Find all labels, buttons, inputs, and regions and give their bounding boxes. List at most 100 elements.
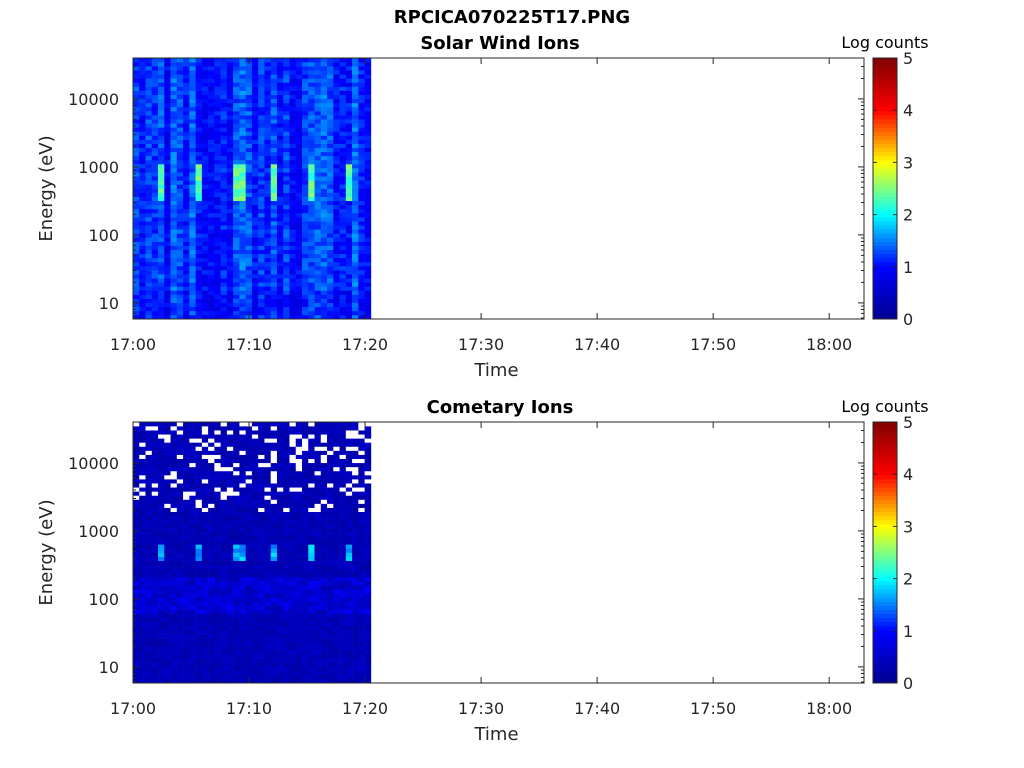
heatmap-cell: [270, 458, 278, 464]
heatmap-cell: [264, 585, 272, 590]
heatmap-cell: [339, 621, 347, 627]
heatmap-cell: [170, 605, 178, 610]
heatmap-cell: [158, 670, 165, 676]
heatmap-cell: [327, 294, 334, 299]
heatmap-cell: [358, 225, 365, 230]
heatmap-cell: [245, 442, 253, 447]
heatmap-cell: [208, 78, 215, 83]
heatmap-cell: [339, 658, 347, 663]
heatmap-cell: [220, 298, 228, 303]
heatmap-cell: [352, 147, 359, 153]
heatmap-cell: [233, 564, 240, 570]
heatmap-cell: [295, 151, 303, 157]
heatmap-cell: [308, 642, 315, 647]
heatmap-cell: [289, 662, 297, 667]
heatmap-cell: [295, 621, 303, 627]
heatmap-cell: [195, 135, 203, 140]
heatmap-cell: [195, 66, 203, 71]
heatmap-cell: [314, 217, 322, 222]
heatmap-cell: [233, 650, 240, 655]
heatmap-cell: [314, 426, 322, 431]
heatmap-cell: [214, 310, 221, 316]
heatmap-cell: [358, 286, 365, 291]
heatmap-cell: [220, 139, 228, 144]
heatmap-cell: [226, 499, 234, 504]
heatmap-cell: [327, 270, 334, 275]
heatmap-cell: [158, 609, 165, 614]
heatmap-cell: [295, 66, 303, 71]
heatmap-cell: [251, 241, 259, 246]
heatmap-cell: [151, 650, 159, 655]
heatmap-cell: [170, 613, 178, 619]
heatmap-cell: [214, 564, 221, 570]
heatmap-cell: [358, 458, 365, 464]
heatmap-cell: [158, 617, 165, 623]
heatmap-cell: [164, 511, 171, 517]
heatmap-cell: [295, 188, 303, 193]
heatmap-cell: [208, 422, 215, 427]
heatmap-cell: [258, 298, 265, 303]
heatmap-cell: [164, 86, 171, 91]
heatmap-cell: [208, 585, 215, 590]
heatmap-cell: [320, 585, 328, 590]
heatmap-cell: [233, 119, 240, 124]
heatmap-cell: [245, 479, 253, 484]
heatmap-cell: [289, 462, 297, 468]
heatmap-cell: [314, 654, 322, 659]
heatmap-cell: [264, 650, 272, 655]
heatmap-cell: [195, 204, 203, 210]
heatmap-cell: [183, 115, 190, 120]
heatmap-cell: [158, 581, 165, 586]
heatmap-cell: [345, 306, 353, 312]
heatmap-cell: [289, 483, 297, 488]
heatmap-cell: [308, 106, 315, 112]
x-tick-label: 17:00: [110, 335, 156, 354]
heatmap-cell: [283, 278, 290, 283]
heatmap-cell: [264, 90, 272, 95]
heatmap-cell: [352, 164, 359, 169]
heatmap-cell: [251, 560, 259, 566]
heatmap-cell: [358, 650, 365, 655]
heatmap-cell: [302, 576, 309, 582]
heatmap-cell: [164, 261, 171, 267]
heatmap-cell: [289, 159, 297, 165]
heatmap-cell: [276, 483, 284, 488]
heatmap-cell: [189, 131, 196, 136]
heatmap-cell: [295, 127, 303, 132]
heatmap-cell: [170, 229, 178, 234]
heatmap-cell: [276, 249, 284, 255]
heatmap-cell: [289, 642, 297, 647]
heatmap-cell: [151, 98, 159, 104]
heatmap-cell: [170, 172, 178, 177]
heatmap-cell: [226, 487, 234, 492]
heatmap-cell: [133, 552, 140, 557]
heatmap-cell: [133, 123, 140, 128]
heatmap-cell: [189, 237, 196, 242]
heatmap-cell: [133, 536, 140, 541]
heatmap-cell: [214, 119, 221, 124]
heatmap-cell: [164, 503, 171, 508]
heatmap-cell: [220, 458, 228, 464]
heatmap-cell: [283, 544, 290, 549]
heatmap-cell: [164, 650, 171, 655]
heatmap-cell: [139, 168, 146, 173]
heatmap-cell: [189, 454, 196, 460]
heatmap-cell: [226, 613, 234, 619]
heatmap-cell: [164, 188, 171, 193]
heatmap-cell: [226, 532, 234, 537]
heatmap-cell: [251, 123, 259, 128]
heatmap-cell: [258, 261, 265, 267]
heatmap-cell: [339, 257, 347, 263]
heatmap-cell: [258, 82, 265, 87]
heatmap-cell: [164, 176, 171, 181]
heatmap-cell: [201, 532, 209, 537]
heatmap-cell: [264, 670, 272, 676]
heatmap-cell: [283, 617, 290, 623]
heatmap-cell: [139, 552, 146, 557]
heatmap-cell: [245, 278, 253, 283]
heatmap-cell: [302, 102, 309, 108]
heatmap-cell: [239, 249, 246, 255]
heatmap-cell: [364, 119, 372, 124]
heatmap-cell: [189, 115, 196, 120]
heatmap-cell: [170, 278, 178, 283]
